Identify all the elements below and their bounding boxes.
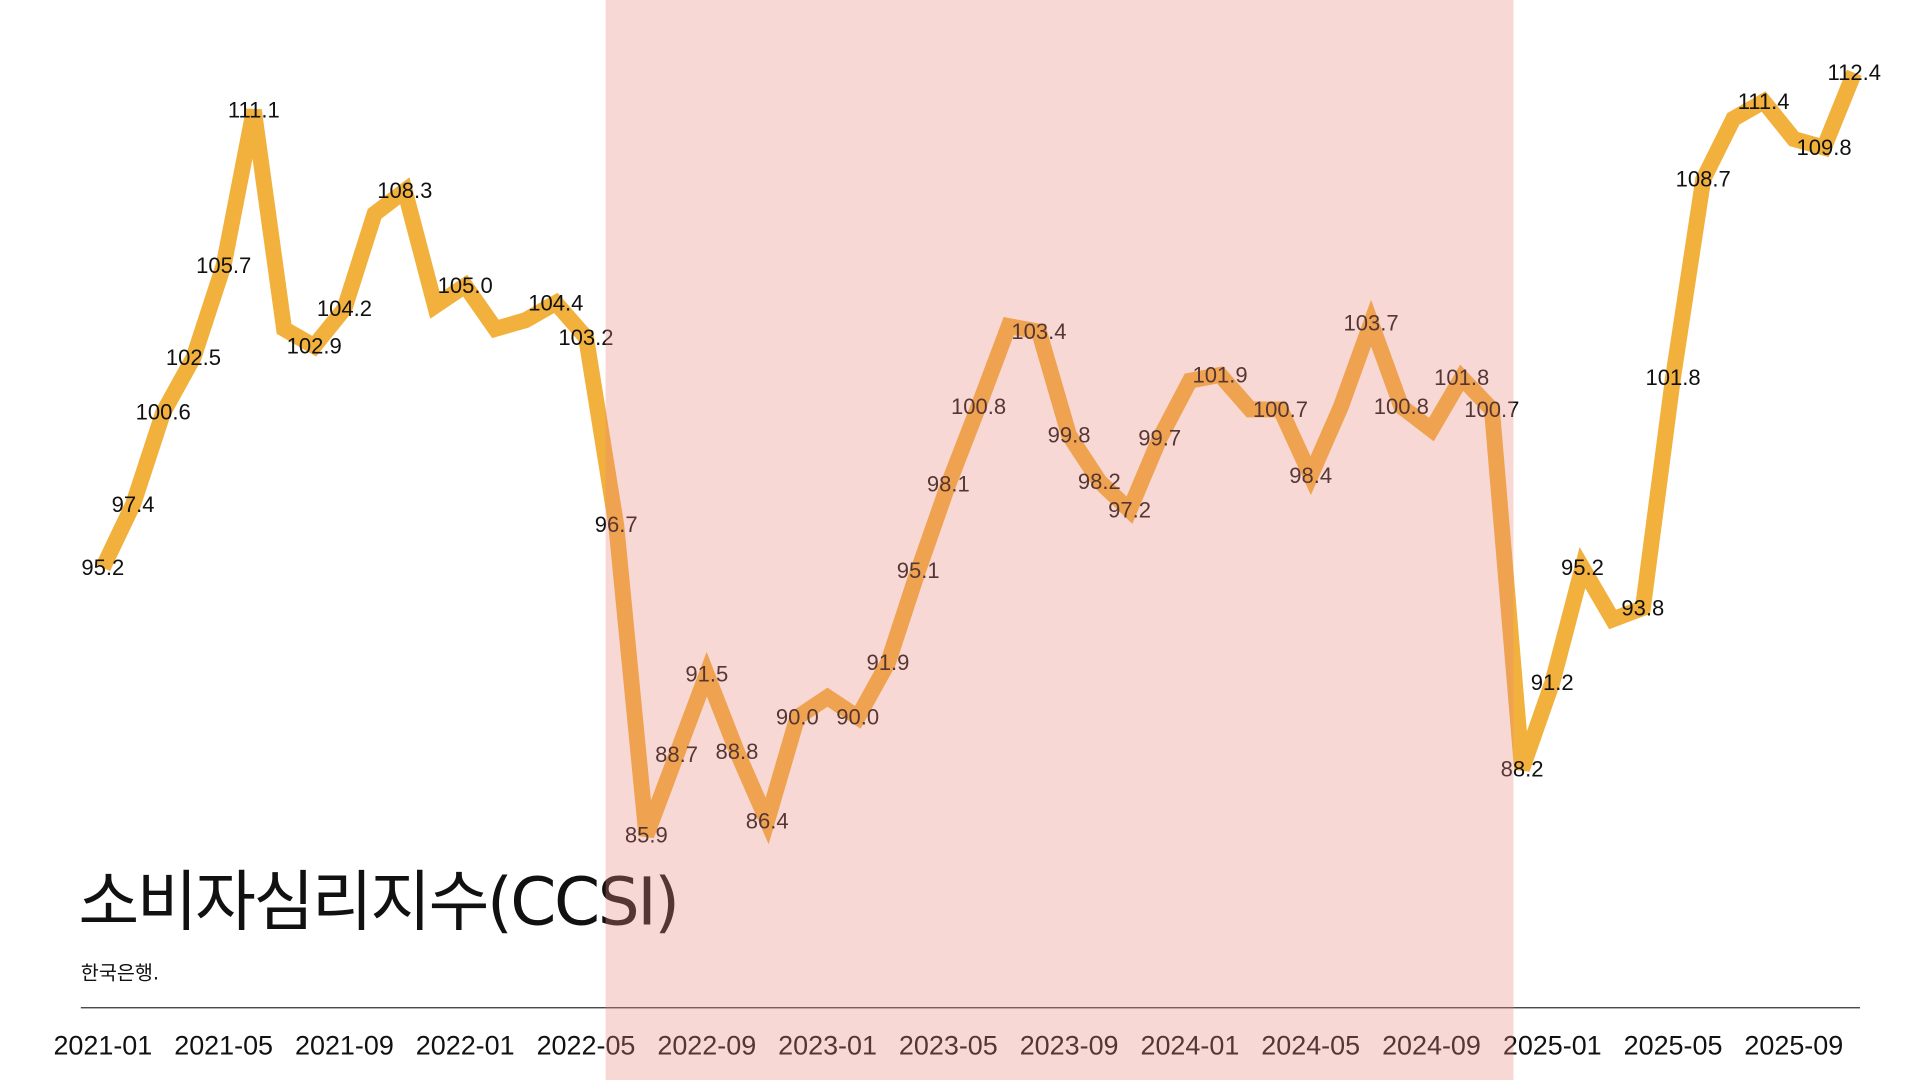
data-label-2024-04: 100.7	[1253, 397, 1308, 422]
shaded-period	[605, 0, 1514, 1080]
data-label-2023-11: 97.2	[1108, 498, 1151, 523]
data-label-2021-08: 102.9	[287, 334, 342, 359]
data-label-2022-01: 105.0	[438, 273, 493, 298]
data-label-2021-06: 111.1	[228, 98, 280, 123]
data-label-2022-08: 88.7	[655, 742, 698, 767]
x-tick-label: 2025-09	[1744, 1030, 1843, 1060]
data-label-2025-01: 91.2	[1531, 670, 1574, 695]
data-label-2024-02: 101.9	[1193, 362, 1248, 387]
data-label-2021-04: 102.5	[166, 345, 221, 370]
x-tick-label: 2024-09	[1382, 1030, 1481, 1060]
data-label-2021-01: 95.2	[81, 555, 124, 580]
data-label-2022-04: 104.4	[528, 290, 583, 315]
data-label-2023-02: 90.0	[836, 705, 879, 730]
data-label-2024-12: 88.2	[1501, 757, 1544, 782]
x-tick-label: 2022-09	[657, 1030, 756, 1060]
data-label-2023-08: 103.4	[1011, 319, 1066, 344]
data-label-2021-11: 108.3	[377, 178, 432, 203]
data-label-2022-07: 85.9	[625, 823, 668, 848]
x-tick-label: 2024-05	[1261, 1030, 1360, 1060]
data-label-2023-12: 99.7	[1138, 426, 1181, 451]
x-tick-label: 2024-01	[1141, 1030, 1240, 1060]
x-tick-label: 2021-05	[174, 1030, 273, 1060]
data-label-2024-08: 100.8	[1374, 394, 1429, 419]
data-labels: 95.2 97.4 100.6 102.5 105.7 111.1 102.9 104.2 10…	[81, 60, 1881, 848]
data-label-2023-04: 95.1	[897, 558, 940, 583]
data-label-2025-10: 109.8	[1796, 135, 1851, 160]
data-label-2024-11: 100.7	[1464, 397, 1519, 422]
x-tick-label: 2021-01	[53, 1030, 152, 1060]
data-label-2023-09: 99.8	[1048, 423, 1091, 448]
data-label-2022-06: 96.7	[595, 512, 638, 537]
x-tick-label: 2025-01	[1503, 1030, 1602, 1060]
data-label-2025-08: 111.4	[1738, 89, 1790, 114]
line-layer	[95, 69, 1862, 845]
data-label-2024-10: 101.8	[1434, 365, 1489, 390]
x-tick-label: 2023-05	[899, 1030, 998, 1060]
x-tick-label: 2021-09	[295, 1030, 394, 1060]
x-tick-label: 2023-09	[1020, 1030, 1119, 1060]
chart-source: 한국은행.	[81, 962, 159, 985]
data-label-2025-02: 95.2	[1561, 555, 1604, 580]
data-label-2023-06: 100.8	[951, 394, 1006, 419]
data-label-2024-07: 103.7	[1344, 310, 1399, 335]
data-label-2022-11: 86.4	[746, 808, 789, 833]
data-label-2024-05: 98.4	[1289, 463, 1332, 488]
x-tick-label: 2022-05	[537, 1030, 636, 1060]
data-label-2022-10: 88.8	[716, 739, 759, 764]
data-label-2021-09: 104.2	[317, 296, 372, 321]
data-label-2021-05: 105.7	[196, 253, 251, 278]
data-label-2022-12: 90.0	[776, 705, 819, 730]
data-label-2021-02: 97.4	[112, 492, 155, 517]
x-axis-ticks: 2021-01 2021-05 2021-09 2022-01 2022-05 2022-…	[53, 1030, 1843, 1060]
data-label-2025-11: 112.4	[1827, 60, 1881, 85]
data-label-2025-05: 101.8	[1645, 365, 1700, 390]
chart-title: 소비자심리지수(CCSI)	[78, 863, 677, 940]
data-label-2021-03: 100.6	[136, 400, 191, 425]
x-tick-label: 2023-01	[778, 1030, 877, 1060]
data-label-2022-09: 91.5	[685, 662, 728, 687]
data-label-2023-10: 98.2	[1078, 469, 1121, 494]
data-label-2025-06: 108.7	[1676, 167, 1731, 192]
x-tick-label: 2022-01	[416, 1030, 515, 1060]
data-label-2023-03: 91.9	[867, 650, 910, 675]
data-label-2023-05: 98.1	[927, 472, 970, 497]
x-tick-label: 2025-05	[1624, 1030, 1723, 1060]
data-label-2025-04: 93.8	[1621, 595, 1664, 620]
data-label-2022-05: 103.2	[558, 325, 613, 350]
